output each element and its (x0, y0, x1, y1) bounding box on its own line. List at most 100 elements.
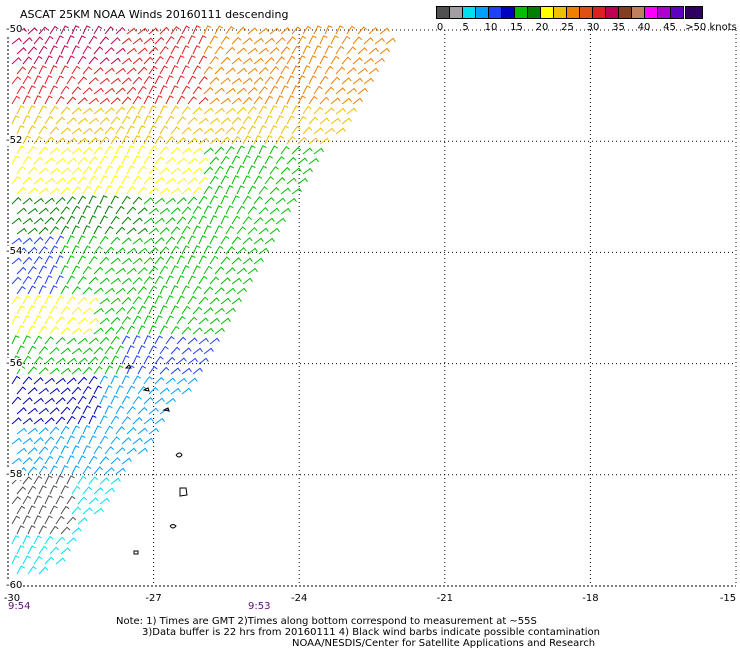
wind-barb (165, 295, 174, 305)
wind-barb (126, 365, 135, 375)
wind-barb (192, 106, 203, 115)
wind-barb (319, 75, 329, 85)
wind-barb (357, 87, 368, 95)
wind-barb (126, 185, 136, 195)
wind-barb (88, 375, 98, 385)
wind-barb (82, 66, 93, 75)
wind-barb (137, 105, 146, 115)
wind-barb (154, 335, 163, 345)
wind-barb (60, 245, 69, 255)
lat-label: -50 (6, 24, 23, 35)
wind-barb (33, 356, 44, 365)
wind-barb (121, 57, 132, 65)
wind-barb (176, 336, 187, 345)
wind-barb (104, 446, 115, 455)
wind-barb (253, 57, 264, 65)
legend-label: 15 (510, 22, 523, 33)
wind-barb (55, 495, 64, 505)
legend-swatch (436, 6, 450, 19)
color-legend: 0 5 10 15 20 25 30 35 40 45 >50 knots (436, 6, 737, 36)
wind-barb (27, 427, 38, 435)
wind-barb (121, 195, 131, 205)
wind-barb (22, 417, 33, 425)
wind-barb (11, 417, 22, 425)
wind-barb (159, 387, 170, 395)
wind-barb (236, 145, 246, 155)
wind-barb (77, 215, 86, 225)
wind-barb (11, 396, 22, 405)
wind-barb (297, 136, 308, 145)
wind-barb (258, 86, 268, 95)
wind-barb (148, 227, 159, 235)
wind-barb (170, 325, 180, 335)
wind-barb (176, 35, 186, 45)
wind-barb (44, 315, 54, 325)
wind-barb (11, 237, 22, 245)
wind-barb (132, 396, 142, 405)
wind-barb (77, 296, 88, 305)
wind-barb (16, 525, 25, 535)
wind-barb (27, 187, 38, 195)
wind-barb (236, 247, 247, 255)
wind-barb (275, 115, 284, 125)
wind-barb (132, 175, 142, 185)
wind-barb (22, 376, 33, 385)
wind-barb (44, 216, 55, 225)
wind-barb (49, 305, 59, 315)
wind-barb (176, 75, 185, 85)
wind-barb (148, 145, 158, 155)
wind-barb (187, 255, 196, 265)
wind-barb (44, 275, 53, 285)
wind-barb (71, 347, 82, 355)
wind-barb (66, 396, 77, 405)
wind-barb (137, 447, 148, 455)
wind-barb (291, 187, 302, 195)
wind-barb (253, 175, 263, 185)
wind-barb (71, 527, 82, 535)
wind-barb (27, 545, 36, 555)
wind-barb (181, 206, 192, 215)
wind-barb (220, 117, 231, 125)
wind-barb (264, 176, 274, 185)
wind-barb (363, 57, 374, 65)
wind-barb (121, 77, 132, 85)
wind-barb (214, 165, 224, 175)
wind-barb (198, 235, 207, 245)
island (169, 524, 177, 529)
wind-barb (209, 76, 220, 85)
wind-barb (302, 126, 313, 135)
wind-barb (319, 137, 330, 145)
wind-barb (27, 65, 37, 75)
wind-barb (154, 376, 165, 385)
legend-label: 20 (535, 22, 549, 33)
wind-barb (49, 187, 60, 195)
wind-barb (203, 127, 214, 135)
wind-barb (203, 347, 214, 355)
wind-barb (181, 326, 192, 335)
wind-barb (121, 335, 131, 345)
wind-barb (324, 45, 333, 55)
wind-barb (44, 515, 53, 525)
wind-barb (231, 236, 242, 245)
wind-barb (22, 295, 31, 305)
wind-barb (82, 465, 92, 475)
wind-barb (104, 107, 115, 115)
wind-barb (236, 287, 247, 295)
wind-barb (302, 167, 313, 175)
wind-barb (247, 27, 258, 35)
wind-barb (137, 286, 147, 295)
wind-barb (335, 107, 346, 115)
wind-barb (242, 96, 253, 105)
wind-barb (308, 35, 317, 45)
wind-barb (71, 306, 82, 315)
wind-barb (38, 505, 47, 515)
wind-barb (297, 35, 307, 45)
wind-barb (214, 266, 225, 275)
wind-barb (170, 45, 180, 55)
lat-label: -54 (6, 246, 23, 258)
wind-barb (132, 115, 141, 125)
wind-barb (16, 565, 25, 575)
wind-barb (187, 316, 198, 325)
wind-barb (99, 415, 108, 425)
wind-barb (203, 185, 213, 195)
